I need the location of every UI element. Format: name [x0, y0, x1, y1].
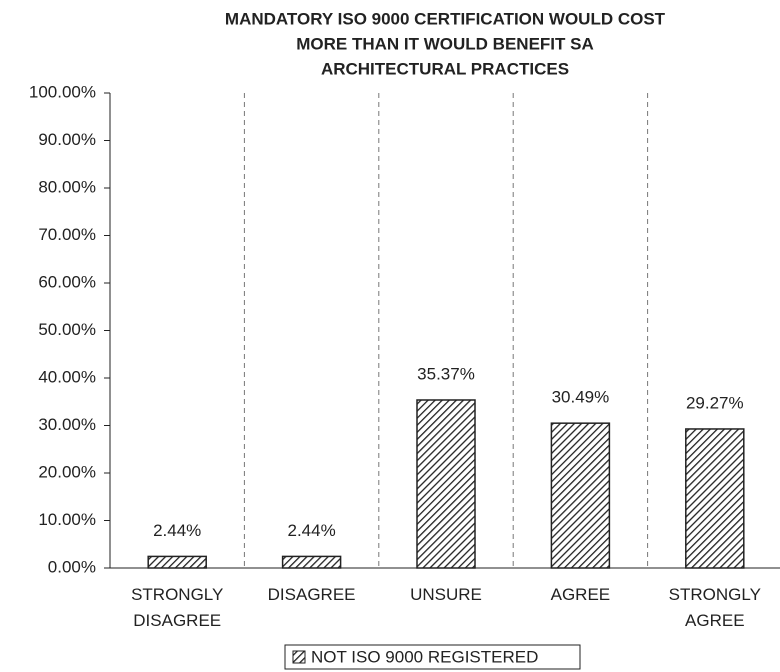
y-tick-label: 40.00% — [38, 367, 96, 386]
x-tick-label-line: STRONGLY — [669, 585, 761, 604]
bar — [147, 555, 207, 569]
y-tick-label: 10.00% — [38, 510, 96, 529]
x-tick-label-line: DISAGREE — [268, 585, 356, 604]
bar — [416, 399, 476, 569]
x-tick-label: AGREE — [551, 585, 611, 604]
value-label: 35.37% — [417, 364, 475, 383]
x-tick-label-line: UNSURE — [410, 585, 482, 604]
bar — [685, 428, 745, 569]
bar — [550, 422, 611, 569]
x-tick-label: STRONGLY DISAGREE — [131, 585, 223, 630]
x-tick-label: DISAGREE — [268, 585, 356, 604]
chart-title: ARCHITECTURAL PRACTICES — [321, 59, 569, 78]
x-tick-label-line: STRONGLY — [131, 585, 223, 604]
x-tick-label: STRONGLY AGREE — [669, 585, 761, 630]
legend-swatch — [292, 650, 306, 664]
x-tick-label-line: AGREE — [551, 585, 611, 604]
x-tick-label: UNSURE — [410, 585, 482, 604]
chart-title: MORE THAN IT WOULD BENEFIT SA — [296, 34, 593, 53]
x-tick-label-line: AGREE — [685, 611, 745, 630]
y-tick-label: 0.00% — [48, 557, 96, 576]
y-tick-label: 100.00% — [29, 82, 96, 101]
value-label: 2.44% — [153, 521, 201, 540]
x-tick-label-line: DISAGREE — [133, 611, 221, 630]
y-tick-label: 90.00% — [38, 130, 96, 149]
chart-title: MANDATORY ISO 9000 CERTIFICATION WOULD C… — [225, 9, 666, 28]
y-tick-label: 50.00% — [38, 320, 96, 339]
legend-label: NOT ISO 9000 REGISTERED — [311, 647, 538, 666]
y-tick-label: 60.00% — [38, 272, 96, 291]
value-label: 30.49% — [552, 388, 610, 407]
value-label: 29.27% — [686, 393, 744, 412]
legend-box — [284, 644, 581, 670]
bar — [281, 555, 342, 569]
y-tick-label: 20.00% — [38, 462, 96, 481]
y-tick-label: 30.00% — [38, 415, 96, 434]
value-label: 2.44% — [287, 521, 335, 540]
y-tick-label: 80.00% — [38, 177, 96, 196]
y-tick-label: 70.00% — [38, 225, 96, 244]
